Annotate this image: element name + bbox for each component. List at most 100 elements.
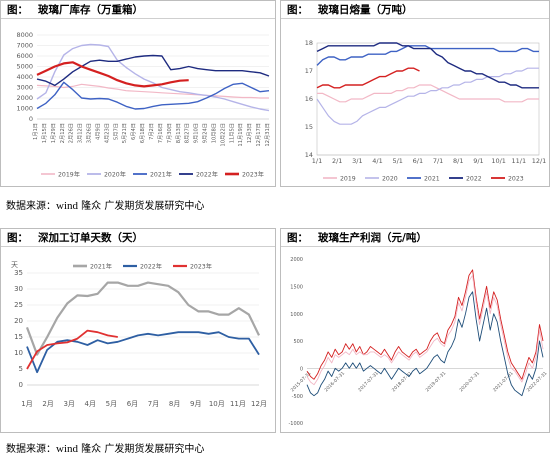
chart-p2-svg: 14 15 16 17 18 1/1 2/1 3/1 4/1 5/1 6/1 7/1 8/1 9/1 10/… — [305, 39, 547, 182]
legend-label: 2022年 — [196, 170, 218, 178]
x-tick-label: 12/1 — [532, 157, 547, 165]
y-tick-label: 35 — [14, 269, 23, 277]
x-tick-label: 6月 — [127, 400, 138, 408]
x-tick-label: 7月16日 — [157, 123, 164, 143]
x-tick-label: 12月17日 — [255, 123, 262, 147]
x-tick-label: 4/1 — [372, 157, 382, 165]
x-tick-label: 2017-07-31 — [357, 370, 380, 393]
x-tick-label: 9/1 — [473, 157, 483, 165]
panel-title: 图： 玻璃日熔量（万吨） — [281, 1, 549, 19]
panel-glass-factory-inventory: 图： 玻璃厂库存（万重箱） 0 1000 2000 3000 4000 5000 6000 70… — [0, 0, 276, 187]
y-tick-label: 0 — [29, 115, 33, 123]
source-rest: 隆众 广发期货发展研究中心 — [78, 444, 205, 455]
source-note-top: 数据来源：wind 隆众 广发期货发展研究中心 — [6, 197, 204, 212]
y-tick-label: 15 — [305, 123, 313, 131]
y-tick-label: 17 — [305, 67, 313, 75]
y-tick-label: 1000 — [290, 312, 303, 318]
y-tick-label: -500 — [292, 394, 303, 400]
source-wind: wind — [56, 200, 78, 212]
x-tick-label: 7月 — [148, 400, 159, 408]
x-tick-label: 7/1 — [433, 157, 443, 165]
x-tick-label: 10月8日 — [210, 123, 217, 143]
x-tick-label: 10/1 — [491, 157, 506, 165]
x-tick-label: 12月31日 — [264, 123, 271, 147]
y-tick-label: 16 — [305, 95, 313, 103]
x-tick-label: 11/1 — [512, 157, 527, 165]
series-line-2023年 — [36, 61, 189, 88]
y-tick-label: 20 — [14, 317, 23, 325]
x-tick-label: 5/1 — [392, 157, 402, 165]
x-tick-label: 2/1 — [332, 157, 342, 165]
y-tick-label: 15 — [14, 333, 23, 341]
legend-label: 2023年 — [242, 170, 264, 178]
y-tick-label: 0 — [19, 381, 23, 389]
y-tick-label: -1000 — [288, 421, 303, 427]
y-tick-label: 3000 — [16, 84, 33, 92]
x-tick-label: 2020-07-31 — [458, 370, 481, 393]
x-tick-label: 8月13日 — [175, 123, 182, 143]
legend-label: 2021 — [424, 175, 440, 182]
x-tick-label: 6月18日 — [139, 123, 146, 143]
legend-label: 2019年 — [58, 170, 80, 178]
x-tick-label: 7月2日 — [148, 123, 155, 140]
series-line-s0 — [306, 269, 544, 380]
x-tick-label: 12月 — [251, 400, 267, 408]
title-label: 图： — [7, 4, 28, 16]
y-tick-label: 10 — [14, 349, 23, 357]
series-line-2021 — [316, 45, 539, 66]
title-label: 图： — [7, 232, 28, 244]
x-tick-label: 2月12日 — [59, 123, 66, 143]
title-label: 图： — [287, 4, 308, 16]
chart-title: 玻璃厂库存（万重箱） — [38, 4, 143, 16]
x-tick-label: 2021-07-31 — [492, 370, 515, 393]
x-tick-label: 10月22日 — [219, 123, 226, 147]
y-tick-label: 5000 — [16, 63, 33, 71]
y-tick-label: 30 — [14, 285, 23, 293]
series-line-2023年 — [26, 329, 118, 370]
y-tick-label: 5 — [19, 365, 23, 373]
x-tick-label: 3月 — [63, 400, 74, 408]
y-tick-label: 14 — [305, 151, 313, 159]
x-tick-label: 9月24日 — [202, 123, 209, 143]
x-tick-label: 12月3日 — [246, 123, 253, 143]
x-tick-label: 1月1日 — [32, 123, 39, 140]
series-line-2022年 — [26, 331, 260, 374]
series-line-2021年 — [25, 281, 260, 356]
legend-label: 2019 — [340, 175, 356, 182]
legend-label: 2022 — [466, 175, 482, 182]
y-tick-label: 8000 — [16, 31, 33, 39]
x-tick-label: 10月 — [209, 400, 225, 408]
x-tick-label: 9月10日 — [193, 123, 200, 143]
legend-label: 2020年 — [104, 170, 126, 178]
panel-title: 图： 玻璃厂库存（万重箱） — [1, 1, 275, 19]
y-tick-label: 6000 — [16, 52, 33, 60]
x-tick-label: 6月4日 — [130, 123, 137, 140]
series-line-2019 — [317, 84, 539, 103]
series-line-s2 — [306, 291, 544, 397]
x-tick-label: 11月 — [230, 400, 246, 408]
x-tick-label: 5月21日 — [121, 123, 128, 143]
series-line-2022 — [316, 42, 539, 89]
x-tick-label: 8/1 — [453, 157, 463, 165]
x-tick-label: 4月23日 — [103, 123, 110, 143]
x-tick-label: 9月 — [190, 400, 201, 408]
y-axis-label: 天 — [11, 261, 18, 269]
x-tick-label: 2月 — [42, 400, 53, 408]
source-prefix: 数据来源： — [6, 444, 56, 455]
x-tick-label: 7月30日 — [166, 123, 173, 143]
x-tick-label: 2019-07-31 — [425, 370, 448, 393]
x-tick-label: 8月27日 — [184, 123, 191, 143]
legend-label: 2023年 — [190, 262, 212, 270]
series-line-2020年 — [36, 43, 270, 112]
y-tick-label: 2000 — [290, 257, 303, 263]
x-tick-label: 11月19日 — [237, 123, 244, 147]
x-tick-label: 1月 — [21, 400, 32, 408]
y-tick-label: 4000 — [16, 73, 33, 81]
y-tick-label: 25 — [14, 301, 23, 309]
panel-glass-production-profit: 图： 玻璃生产利润（元/吨） -1000 -500 0 500 1000 1500 2000 2… — [280, 228, 550, 433]
x-tick-label: 4月 — [85, 400, 96, 408]
panel-title: 图： 玻璃生产利润（元/吨） — [281, 229, 549, 247]
x-tick-label: 11月5日 — [228, 123, 235, 143]
x-tick-label: 5月7日 — [112, 123, 119, 140]
